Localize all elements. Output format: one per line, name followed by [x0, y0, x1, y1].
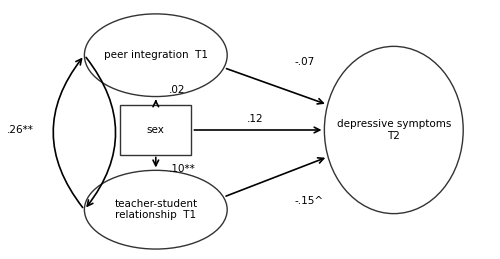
Text: .12: .12 [246, 114, 264, 124]
Bar [120, 105, 192, 155]
Text: -.15^: -.15^ [294, 196, 324, 206]
Text: .02: .02 [168, 85, 185, 95]
FancyArrowPatch shape [86, 57, 116, 206]
Text: sex: sex [147, 125, 164, 135]
FancyArrowPatch shape [53, 59, 82, 207]
Text: .26**: .26** [6, 125, 34, 135]
Text: peer integration  T1: peer integration T1 [104, 50, 208, 60]
Text: depressive symptoms
T2: depressive symptoms T2 [336, 119, 451, 141]
Text: -.07: -.07 [294, 57, 315, 67]
Text: .10**: .10** [168, 164, 196, 174]
Text: teacher-student
relationship  T1: teacher-student relationship T1 [114, 199, 198, 220]
